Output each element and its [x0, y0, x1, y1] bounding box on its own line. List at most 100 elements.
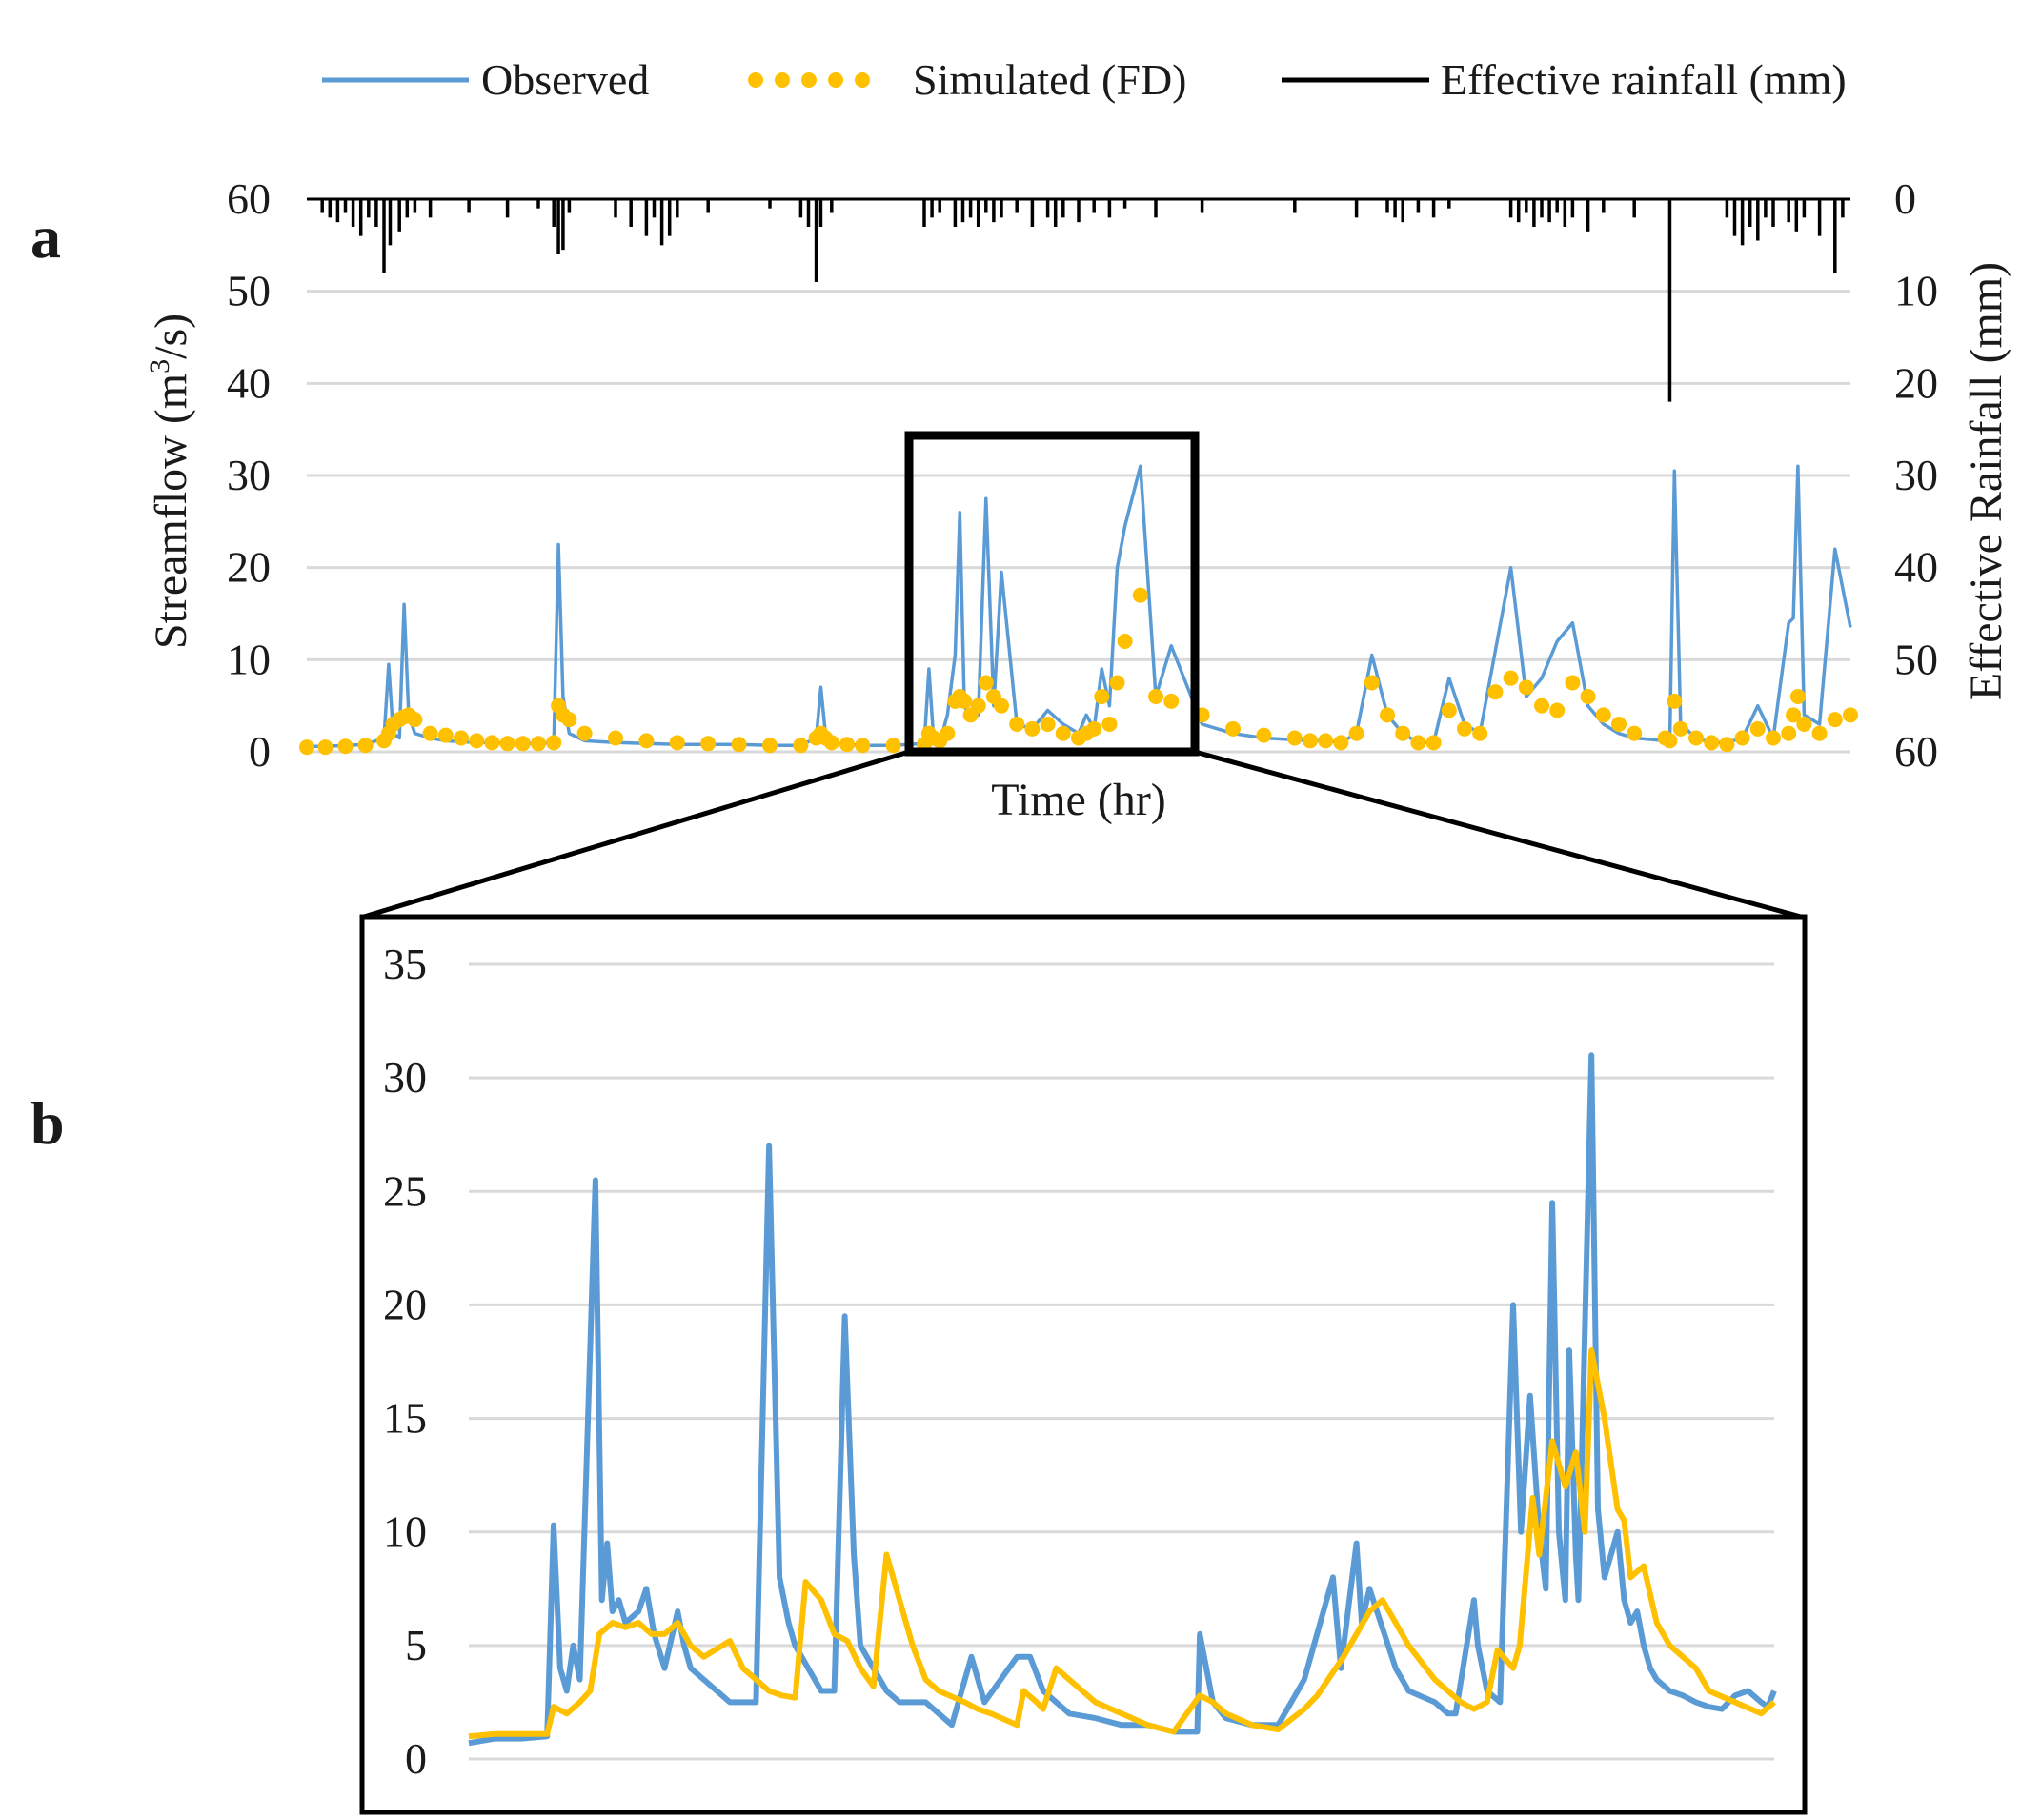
chart-a-simulated-point [994, 698, 1009, 714]
chart-a-simulated-point [1667, 693, 1683, 709]
zoom-connector-left [363, 749, 910, 920]
chart-a-simulated-point [1086, 720, 1102, 737]
chart-a-simulated-point [515, 736, 531, 752]
chart-a-simulated-point [1094, 689, 1110, 704]
chart-a-simulated-point [1303, 733, 1318, 749]
chart-a-y2-tick: 0 [1894, 174, 1916, 223]
chart-a-simulated-point [1534, 698, 1549, 714]
chart-a-y-tick: 40 [227, 358, 271, 407]
chart-a-simulated-point [1410, 735, 1426, 751]
chart-a-simulated-point [1318, 733, 1334, 749]
chart-a-simulated-point [422, 725, 438, 741]
chart-a-simulated-point [1811, 725, 1828, 741]
chart-a-simulated-point [978, 675, 994, 691]
chart-a-simulated-point [1425, 735, 1442, 751]
chart-a-y-tick: 20 [227, 543, 271, 592]
chart-a-simulated-point [1457, 720, 1472, 737]
legend-simulated-label: Simulated (FD) [913, 55, 1186, 104]
chart-a-y-tick: 60 [227, 174, 271, 223]
chart-b-frame [359, 914, 1808, 1815]
chart-a-simulated-point [484, 735, 500, 751]
legend-simulated-dot [775, 72, 790, 88]
chart-a-rainfall-bars [320, 199, 1845, 402]
chart-a-simulated-point [1395, 725, 1411, 741]
chart-a-simulated-point [1055, 725, 1071, 741]
chart-a-simulated-point [1441, 702, 1457, 718]
chart-a-y2-tick: 30 [1894, 451, 1938, 499]
legend-simulated-dot [801, 72, 817, 88]
chart-a-right-ticks: 60 50 40 30 20 10 0 [1894, 174, 1938, 776]
chart-b-simulated-line [468, 1347, 1776, 1740]
chart-a-simulated-point [1719, 737, 1735, 753]
chart-a-simulated-point [1766, 730, 1781, 746]
chart-a-simulated-point [1734, 730, 1750, 746]
chart-a-simulated-point [970, 698, 986, 714]
chart-a-simulated-point [1148, 689, 1163, 704]
chart-a-simulated-point [1611, 717, 1627, 732]
chart-a-y-tick: 30 [227, 451, 271, 499]
chart-a-simulated-point [1781, 725, 1797, 741]
chart-a-simulated-points [299, 587, 1858, 756]
chart-b-y-tick: 15 [383, 1394, 427, 1443]
chart-a-simulated-point [762, 738, 778, 754]
chart-a-simulated-point [1549, 702, 1566, 718]
chart-a-simulated-point [638, 733, 655, 749]
chart-a-simulated-point [469, 733, 485, 749]
chart-a-simulated-point [823, 735, 839, 751]
chart-a-simulated-point [1101, 717, 1118, 732]
chart-a-simulated-point [1796, 717, 1812, 732]
chart-a-simulated-point [1704, 735, 1720, 751]
chart-a-simulated-point [1256, 727, 1272, 743]
chart-a-simulated-point [731, 737, 747, 753]
chart-a-grid [307, 197, 1850, 754]
chart-a-simulated-point [885, 738, 901, 754]
chart-a-simulated-point [669, 735, 685, 751]
chart-b-y-tick: 35 [383, 940, 427, 988]
chart-a-simulated-point [1364, 675, 1380, 691]
chart-a-simulated-point [1749, 720, 1766, 737]
legend-simulated-swatch [748, 72, 870, 88]
panel-label-a: a [30, 203, 61, 271]
chart-a-simulated-point [407, 712, 423, 728]
chart-a: 0 10 20 30 40 50 60 60 50 40 30 20 10 0 Time (hr) St… [144, 174, 2011, 920]
chart-a-simulated-point [299, 739, 314, 756]
chart-a-simulated-point [1472, 725, 1488, 741]
chart-a-y-tick: 0 [249, 727, 271, 776]
chart-a-simulated-point [1009, 717, 1025, 732]
chart-a-y-tick: 10 [227, 635, 271, 683]
chart-b-observed-line [468, 1052, 1777, 1747]
chart-a-observed-line [307, 464, 1852, 748]
chart-a-simulated-point [1662, 733, 1678, 749]
chart-a-simulated-point [1843, 707, 1858, 723]
chart-a-simulated-point [1580, 689, 1596, 704]
chart-a-simulated-point [700, 736, 717, 752]
zoom-box [904, 431, 1200, 757]
chart-a-simulated-point [1380, 707, 1395, 723]
legend-simulated-dot [855, 72, 870, 88]
chart-a-y2-tick: 40 [1894, 543, 1938, 592]
chart-b-grid [469, 962, 1774, 1761]
chart-b-y-tick: 5 [405, 1621, 427, 1669]
chart-a-simulated-point [1595, 707, 1611, 723]
chart-a-simulated-point [1786, 707, 1802, 723]
panel-label-b: b [30, 1089, 65, 1157]
chart-a-simulated-point [839, 737, 855, 753]
legend-simulated-dot [828, 72, 843, 88]
chart-a-simulated-point [1286, 730, 1303, 746]
chart-a-simulated-point [1132, 587, 1148, 603]
chart-b-y-tick: 0 [405, 1734, 427, 1783]
chart-a-simulated-point [608, 730, 623, 746]
chart-a-simulated-point [1789, 689, 1806, 704]
chart-a-simulated-point [531, 736, 546, 752]
chart-a-simulated-point [1225, 720, 1241, 737]
chart-a-y-tick: 50 [227, 267, 271, 315]
chart-a-left-ticks: 0 10 20 30 40 50 60 [227, 174, 271, 776]
chart-a-y2-tick: 60 [1894, 727, 1938, 776]
chart-b-y-tick: 10 [383, 1507, 427, 1556]
chart-a-y-axis-title: Streamflow (m3/s) [144, 313, 196, 649]
chart-a-simulated-point [1163, 693, 1180, 709]
chart-a-y2-tick: 10 [1894, 267, 1938, 315]
chart-b-left-ticks: 0 5 10 15 20 25 30 35 [383, 940, 427, 1783]
chart-a-simulated-point [940, 725, 956, 741]
